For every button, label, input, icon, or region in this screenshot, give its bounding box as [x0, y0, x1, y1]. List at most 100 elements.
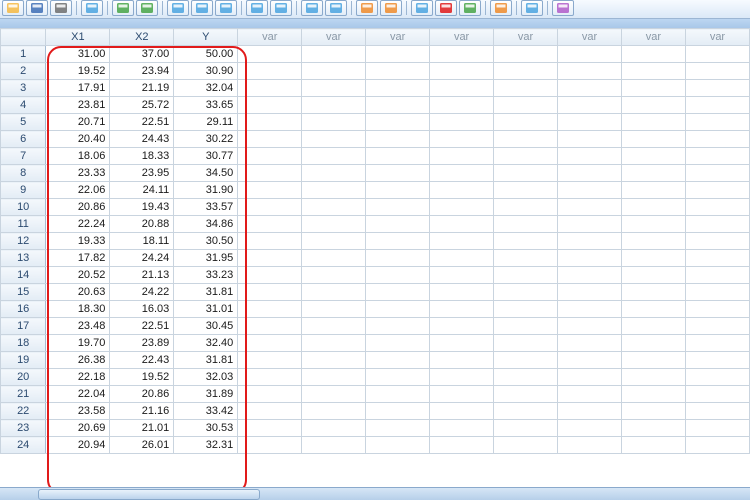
cell-empty[interactable] — [238, 97, 302, 114]
cell[interactable]: 24.43 — [110, 131, 174, 148]
cell-empty[interactable] — [558, 420, 622, 437]
cell-empty[interactable] — [430, 80, 494, 97]
chart-icon[interactable] — [490, 0, 512, 16]
cell[interactable]: 31.95 — [174, 250, 238, 267]
cell-empty[interactable] — [685, 46, 749, 63]
cell-empty[interactable] — [558, 318, 622, 335]
cell[interactable]: 23.89 — [110, 335, 174, 352]
cell[interactable]: 23.95 — [110, 165, 174, 182]
cell-empty[interactable] — [621, 386, 685, 403]
column-header-empty[interactable]: var — [494, 29, 558, 46]
cell[interactable]: 24.24 — [110, 250, 174, 267]
cell-empty[interactable] — [430, 114, 494, 131]
cell-empty[interactable] — [621, 131, 685, 148]
cell-empty[interactable] — [558, 437, 622, 454]
cell-empty[interactable] — [621, 420, 685, 437]
cell-empty[interactable] — [558, 267, 622, 284]
cell-empty[interactable] — [685, 63, 749, 80]
cell[interactable]: 22.18 — [46, 369, 110, 386]
cell-empty[interactable] — [238, 369, 302, 386]
cell[interactable]: 20.94 — [46, 437, 110, 454]
cell-empty[interactable] — [366, 233, 430, 250]
cell-empty[interactable] — [238, 301, 302, 318]
cell-empty[interactable] — [494, 369, 558, 386]
cell-empty[interactable] — [430, 216, 494, 233]
cell[interactable]: 32.31 — [174, 437, 238, 454]
cell[interactable]: 23.58 — [46, 403, 110, 420]
cell-empty[interactable] — [238, 420, 302, 437]
cell-empty[interactable] — [302, 284, 366, 301]
cell-empty[interactable] — [302, 250, 366, 267]
cell-empty[interactable] — [685, 420, 749, 437]
row-number[interactable]: 16 — [1, 301, 46, 318]
row-number[interactable]: 11 — [1, 216, 46, 233]
cell-empty[interactable] — [494, 148, 558, 165]
cell-empty[interactable] — [494, 335, 558, 352]
cell-empty[interactable] — [430, 335, 494, 352]
cell-empty[interactable] — [558, 165, 622, 182]
cell-empty[interactable] — [621, 63, 685, 80]
cell-empty[interactable] — [238, 284, 302, 301]
cell-empty[interactable] — [302, 403, 366, 420]
row-number[interactable]: 6 — [1, 131, 46, 148]
cell-empty[interactable] — [558, 131, 622, 148]
cell-empty[interactable] — [366, 80, 430, 97]
cell-empty[interactable] — [366, 352, 430, 369]
cell-empty[interactable] — [685, 386, 749, 403]
find-icon[interactable] — [215, 0, 237, 16]
cell[interactable]: 26.38 — [46, 352, 110, 369]
cell-empty[interactable] — [302, 97, 366, 114]
row-number[interactable]: 19 — [1, 352, 46, 369]
split-icon[interactable] — [301, 0, 323, 16]
cell-empty[interactable] — [430, 250, 494, 267]
cell[interactable]: 31.89 — [174, 386, 238, 403]
cell-empty[interactable] — [494, 63, 558, 80]
cell[interactable]: 33.42 — [174, 403, 238, 420]
cell-empty[interactable] — [238, 80, 302, 97]
cell-empty[interactable] — [430, 369, 494, 386]
cell-empty[interactable] — [302, 352, 366, 369]
cell-empty[interactable] — [685, 114, 749, 131]
horizontal-scrollbar[interactable] — [0, 487, 750, 500]
scrollbar-thumb[interactable] — [38, 489, 260, 500]
row-number[interactable]: 9 — [1, 182, 46, 199]
cell-empty[interactable] — [685, 403, 749, 420]
row-number[interactable]: 21 — [1, 386, 46, 403]
cell[interactable]: 18.06 — [46, 148, 110, 165]
goto-icon[interactable] — [167, 0, 189, 16]
cell-empty[interactable] — [302, 114, 366, 131]
cell-empty[interactable] — [494, 352, 558, 369]
cell-empty[interactable] — [238, 335, 302, 352]
cell[interactable]: 30.45 — [174, 318, 238, 335]
cell-empty[interactable] — [558, 301, 622, 318]
cell[interactable]: 37.00 — [110, 46, 174, 63]
cell-empty[interactable] — [238, 63, 302, 80]
cell-empty[interactable] — [366, 386, 430, 403]
cell[interactable]: 31.01 — [174, 301, 238, 318]
cell-empty[interactable] — [494, 199, 558, 216]
cell-empty[interactable] — [302, 318, 366, 335]
cell-empty[interactable] — [621, 233, 685, 250]
cell-empty[interactable] — [366, 165, 430, 182]
cell-empty[interactable] — [621, 250, 685, 267]
cell-empty[interactable] — [430, 46, 494, 63]
cell-empty[interactable] — [366, 369, 430, 386]
row-number[interactable]: 12 — [1, 233, 46, 250]
row-number[interactable]: 20 — [1, 369, 46, 386]
row-number[interactable]: 13 — [1, 250, 46, 267]
cell-empty[interactable] — [366, 114, 430, 131]
cell-empty[interactable] — [494, 46, 558, 63]
row-number[interactable]: 18 — [1, 335, 46, 352]
cell-empty[interactable] — [238, 114, 302, 131]
cell-empty[interactable] — [430, 284, 494, 301]
cell-empty[interactable] — [685, 199, 749, 216]
cell-empty[interactable] — [494, 182, 558, 199]
insert-row-icon[interactable] — [246, 0, 268, 16]
cell[interactable]: 20.52 — [46, 267, 110, 284]
cell-empty[interactable] — [685, 352, 749, 369]
cell-empty[interactable] — [238, 352, 302, 369]
cell-empty[interactable] — [685, 369, 749, 386]
save-icon[interactable] — [26, 0, 48, 16]
cell-empty[interactable] — [621, 97, 685, 114]
cell[interactable]: 23.81 — [46, 97, 110, 114]
